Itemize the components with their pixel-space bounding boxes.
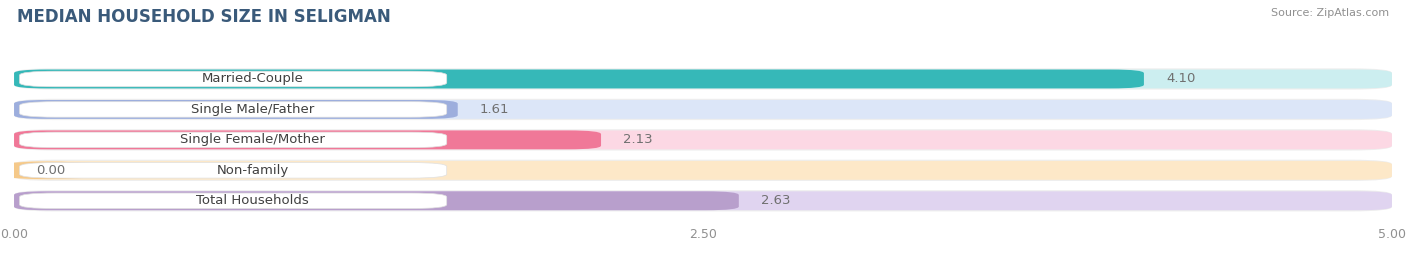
Text: 1.61: 1.61 [479,103,509,116]
FancyBboxPatch shape [14,68,1392,90]
Text: MEDIAN HOUSEHOLD SIZE IN SELIGMAN: MEDIAN HOUSEHOLD SIZE IN SELIGMAN [17,8,391,26]
Text: Non-family: Non-family [217,164,288,177]
Text: Married-Couple: Married-Couple [201,72,304,86]
FancyBboxPatch shape [14,99,1392,120]
FancyBboxPatch shape [14,191,738,210]
FancyBboxPatch shape [14,129,1392,151]
FancyBboxPatch shape [20,102,447,117]
FancyBboxPatch shape [20,193,447,208]
Text: Total Households: Total Households [195,194,309,207]
FancyBboxPatch shape [14,160,1392,181]
FancyBboxPatch shape [20,162,447,178]
FancyBboxPatch shape [14,100,1392,119]
Text: 2.63: 2.63 [761,194,790,207]
Text: 4.10: 4.10 [1166,72,1195,86]
FancyBboxPatch shape [14,69,1392,89]
Circle shape [0,162,120,178]
FancyBboxPatch shape [14,191,1392,210]
FancyBboxPatch shape [14,190,1392,211]
Text: 0.00: 0.00 [37,164,65,177]
Text: Single Female/Mother: Single Female/Mother [180,133,325,146]
FancyBboxPatch shape [14,130,1392,149]
FancyBboxPatch shape [14,100,458,119]
FancyBboxPatch shape [20,132,447,148]
Text: 2.13: 2.13 [623,133,652,146]
Text: Single Male/Father: Single Male/Father [191,103,314,116]
Text: Source: ZipAtlas.com: Source: ZipAtlas.com [1271,8,1389,18]
FancyBboxPatch shape [14,161,1392,180]
FancyBboxPatch shape [14,69,1144,89]
FancyBboxPatch shape [14,130,600,149]
FancyBboxPatch shape [20,71,447,87]
